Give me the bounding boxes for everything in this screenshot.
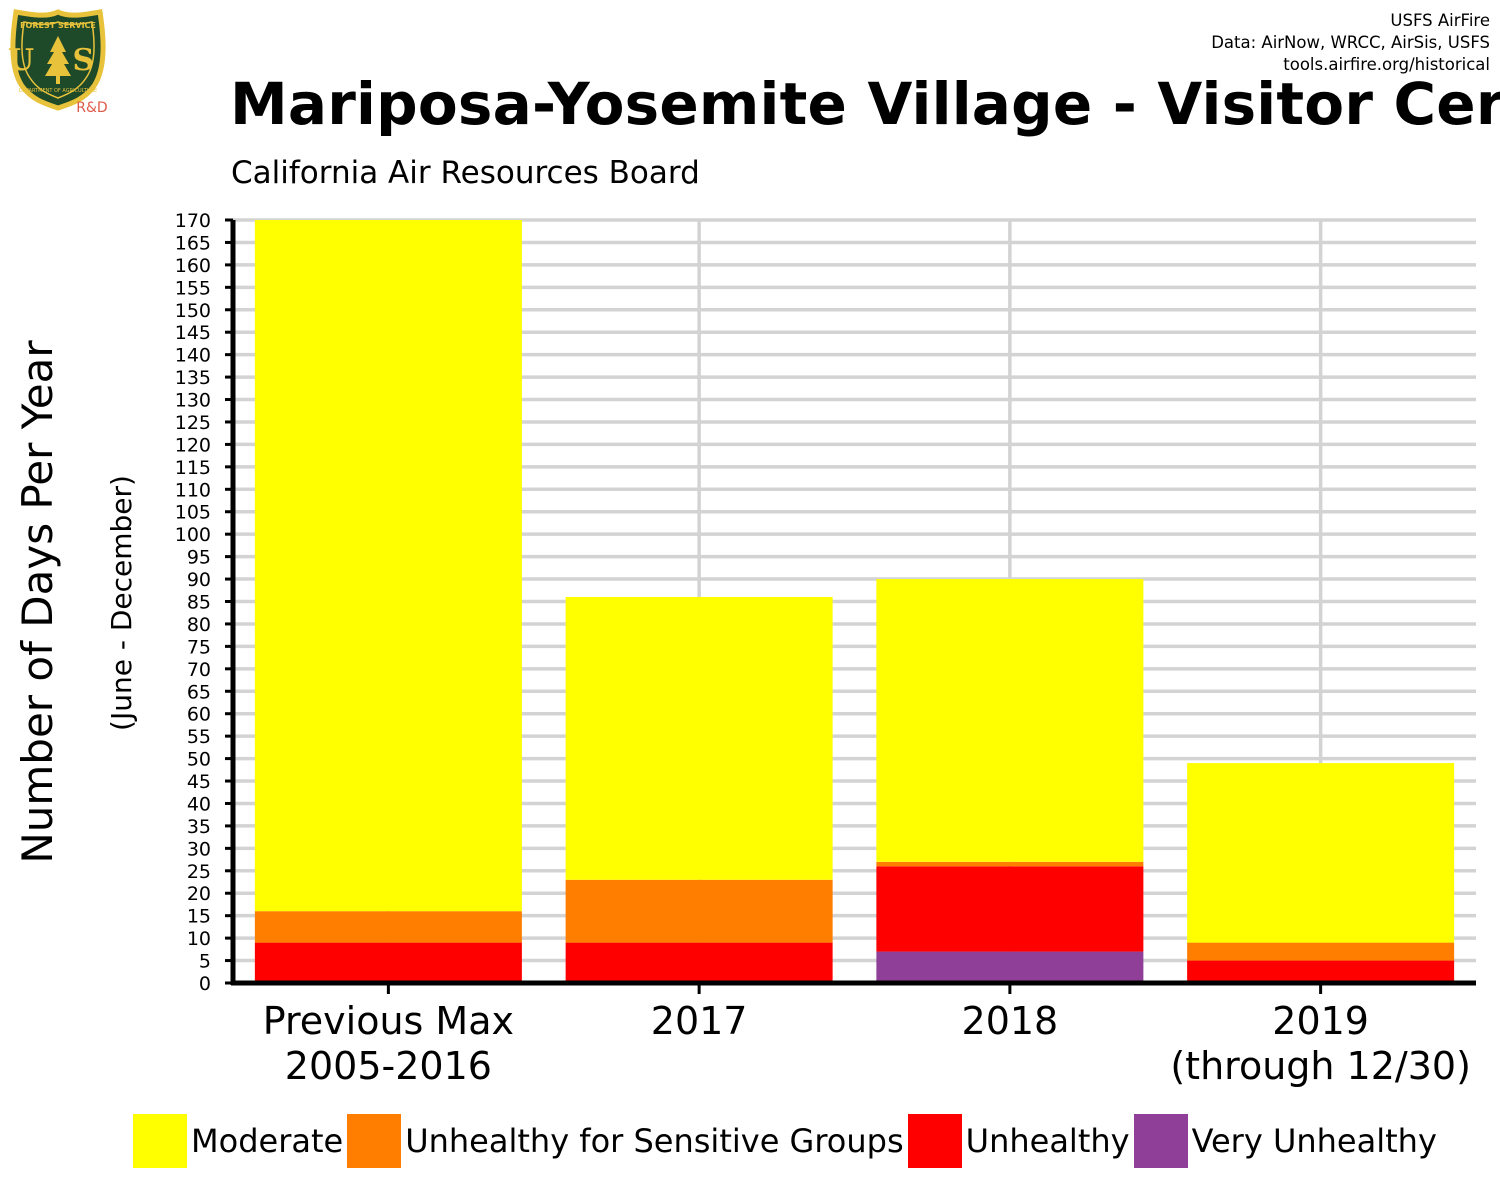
y-tick-label: 90 — [187, 569, 211, 591]
bar-segment — [876, 579, 1144, 862]
legend-swatch — [1133, 1114, 1188, 1168]
y-tick-label: 70 — [187, 659, 211, 681]
y-tick-label: 115 — [175, 457, 211, 479]
logo-top-text: FOREST SERVICE — [20, 21, 96, 30]
y-tick-label: 10 — [187, 928, 211, 950]
bar-segment — [876, 866, 1144, 952]
bar-segment — [1187, 763, 1455, 943]
legend-item: Unhealthy for Sensitive Groups — [347, 1114, 904, 1168]
bar-segment — [565, 879, 833, 943]
bar-segment — [565, 942, 833, 983]
y-tick-label: 100 — [175, 524, 211, 546]
y-tick-label: 140 — [175, 345, 211, 367]
y-tick-label: 15 — [187, 906, 211, 928]
y-tick-label: 170 — [175, 210, 211, 232]
y-tick-label: 125 — [175, 412, 211, 434]
y-tick-label: 30 — [187, 838, 211, 860]
bar-segment — [876, 861, 1144, 867]
y-tick-label: 5 — [199, 951, 211, 973]
x-tick-label: 2005-2016 — [285, 1044, 492, 1088]
y-axis-label: Number of Days Per Year — [13, 340, 62, 864]
forest-service-logo: FOREST SERVICE U S DEPARTMENT OF AGRICUL… — [8, 9, 108, 116]
y-tick-label: 160 — [175, 255, 211, 277]
x-tick-label: (through 12/30) — [1170, 1044, 1471, 1088]
y-tick-label: 60 — [187, 704, 211, 726]
chart-legend: Moderate Unhealthy for Sensitive Groups Un… — [133, 1114, 1441, 1168]
chart-title: Mariposa-Yosemite Village - Visitor Cer — [230, 70, 1500, 138]
bar-segment — [1187, 960, 1455, 983]
legend-item: Moderate — [133, 1114, 343, 1168]
y-tick-label: 35 — [187, 816, 211, 838]
y-tick-label: 65 — [187, 681, 211, 703]
y-tick-label: 155 — [175, 277, 211, 299]
tree-icon — [45, 36, 71, 84]
bar-segment — [1187, 942, 1455, 961]
data-credits: USFS AirFire Data: AirNow, WRCC, AirSis,… — [1211, 10, 1490, 76]
y-tick-label: 40 — [187, 793, 211, 815]
y-tick-label: 95 — [187, 547, 211, 569]
legend-item: Unhealthy — [907, 1114, 1130, 1168]
legend-label: Very Unhealthy — [1191, 1122, 1437, 1160]
bar-segment — [254, 942, 522, 983]
y-tick-label: 110 — [175, 479, 211, 501]
bar-segment — [254, 911, 522, 943]
y-tick-label: 150 — [175, 300, 211, 322]
y-tick-label: 130 — [175, 390, 211, 412]
legend-swatch — [133, 1114, 187, 1168]
y-tick-label: 120 — [175, 434, 211, 456]
y-tick-label: 0 — [199, 973, 211, 995]
credit-line: USFS AirFire — [1390, 11, 1490, 30]
credit-line: tools.airfire.org/historical — [1283, 55, 1490, 74]
legend-label: Moderate — [191, 1122, 344, 1160]
bar-segment — [876, 951, 1144, 983]
y-tick-label: 165 — [175, 232, 211, 254]
y-tick-label: 85 — [187, 592, 211, 614]
y-tick-label: 80 — [187, 614, 211, 636]
credit-line: Data: AirNow, WRCC, AirSis, USFS — [1211, 33, 1490, 52]
y-tick-label: 75 — [187, 636, 211, 658]
y-tick-label: 45 — [187, 771, 211, 793]
y-tick-label: 50 — [187, 749, 211, 771]
logo-bottom-text: DEPARTMENT OF AGRICULTURE — [19, 88, 97, 94]
y-tick-label: 105 — [175, 502, 211, 524]
logo-rd-tag: R&D — [76, 100, 107, 116]
legend-swatch — [347, 1114, 402, 1168]
y-tick-label: 135 — [175, 367, 211, 389]
x-tick-label: 2017 — [651, 999, 748, 1043]
legend-label: Unhealthy for Sensitive Groups — [405, 1122, 904, 1160]
legend-item: Very Unhealthy — [1133, 1114, 1437, 1168]
x-tick-label: 2019 — [1272, 999, 1369, 1043]
y-tick-label: 25 — [187, 861, 211, 883]
y-axis-sublabel: (June - December) — [105, 475, 138, 731]
bar-segment — [565, 597, 833, 880]
x-tick-label: 2018 — [962, 999, 1059, 1043]
y-tick-label: 145 — [175, 322, 211, 344]
chart-subtitle: California Air Resources Board — [231, 155, 700, 191]
y-tick-label: 55 — [187, 726, 211, 748]
legend-swatch — [907, 1114, 962, 1168]
bar-segment — [254, 220, 522, 912]
y-tick-label: 20 — [187, 883, 211, 905]
legend-label: Unhealthy — [965, 1122, 1130, 1160]
x-tick-label: Previous Max — [263, 999, 514, 1043]
